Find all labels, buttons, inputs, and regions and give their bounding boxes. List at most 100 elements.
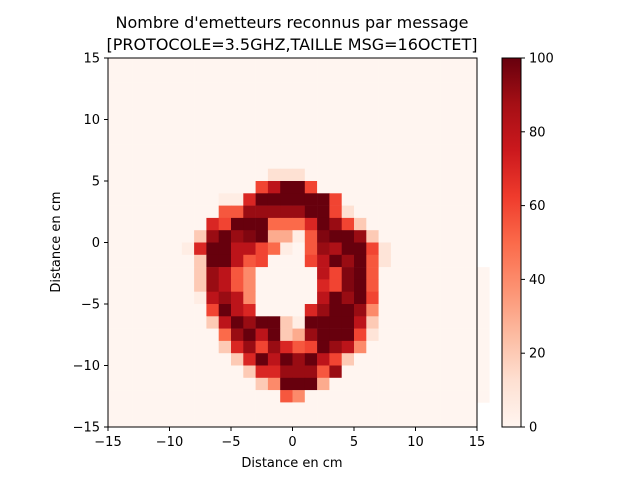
heatmap-cell — [354, 242, 367, 256]
plot-frame — [107, 57, 478, 428]
heatmap-cell — [194, 390, 207, 403]
heatmap-cell — [231, 217, 244, 231]
heatmap-cell — [440, 193, 453, 206]
heatmap-cell — [378, 279, 392, 292]
heatmap-cell — [255, 377, 269, 391]
heatmap-cell — [194, 242, 207, 256]
heatmap-cell — [243, 144, 256, 157]
heatmap-cell — [255, 353, 269, 366]
heatmap-cell — [390, 131, 404, 145]
heatmap-cell — [206, 94, 219, 108]
heatmap-cell — [354, 402, 367, 415]
heatmap-cell — [378, 217, 392, 231]
heatmap-cell — [280, 414, 293, 428]
heatmap-cell — [132, 119, 146, 133]
heatmap-cell — [329, 414, 342, 428]
heatmap-cell — [144, 328, 158, 342]
heatmap-cell — [108, 316, 121, 329]
heatmap-cell — [452, 340, 465, 354]
heatmap-cell — [218, 402, 232, 415]
heatmap-cell — [194, 119, 207, 133]
heatmap-cell — [218, 377, 232, 391]
heatmap-cell — [206, 156, 219, 169]
heatmap-cell — [206, 181, 219, 194]
heatmap-cell — [120, 304, 133, 317]
heatmap-cell — [390, 144, 404, 157]
heatmap-cell — [181, 70, 195, 83]
heatmap-cell — [218, 230, 232, 243]
heatmap-cell — [354, 119, 367, 133]
heatmap-cell — [157, 316, 170, 329]
heatmap-cell — [132, 328, 146, 342]
heatmap-cell — [243, 365, 256, 379]
heatmap-cell — [403, 402, 416, 415]
heatmap-cell — [231, 70, 244, 83]
heatmap-cell — [329, 144, 342, 157]
heatmap-cell — [267, 328, 281, 342]
heatmap-cell — [108, 168, 121, 182]
heatmap-cell — [354, 58, 367, 71]
heatmap-cell — [280, 254, 293, 268]
heatmap-cell — [267, 230, 281, 243]
heatmap-cell — [366, 402, 379, 415]
heatmap-cell — [132, 304, 146, 317]
heatmap-cell — [341, 390, 355, 403]
heatmap-cell — [169, 279, 183, 292]
heatmap-cell — [169, 82, 183, 96]
heatmap-cell — [169, 70, 183, 83]
heatmap-cell — [477, 328, 490, 342]
heatmap-cell — [194, 279, 207, 292]
heatmap-cell — [390, 365, 404, 379]
heatmap-cell — [329, 316, 342, 329]
heatmap-cell — [267, 340, 281, 354]
heatmap-cell — [354, 168, 367, 182]
heatmap-cell — [181, 131, 195, 145]
heatmap-cell — [317, 304, 330, 317]
heatmap-cell — [267, 267, 281, 280]
heatmap-cell — [378, 205, 392, 219]
heatmap-cell — [378, 144, 392, 157]
heatmap-cell — [120, 70, 133, 83]
heatmap-cell — [206, 242, 219, 256]
heatmap-cell — [157, 94, 170, 108]
heatmap-cell — [354, 328, 367, 342]
heatmap-cell — [304, 242, 318, 256]
heatmap-cell — [292, 94, 306, 108]
heatmap-cell — [194, 414, 207, 428]
heatmap-cell — [415, 70, 429, 83]
heatmap-cell — [464, 230, 478, 243]
heatmap-cell — [218, 304, 232, 317]
heatmap-cell — [427, 279, 441, 292]
heatmap-cell — [452, 144, 465, 157]
heatmap-cell — [267, 304, 281, 317]
heatmap-cell — [415, 131, 429, 145]
heatmap-cell — [304, 119, 318, 133]
heatmap-cell — [403, 377, 416, 391]
heatmap-cell — [144, 267, 158, 280]
heatmap-cell — [452, 267, 465, 280]
heatmap-cell — [452, 107, 465, 120]
heatmap-cell — [440, 230, 453, 243]
heatmap-cell — [317, 193, 330, 206]
heatmap-cell — [440, 107, 453, 120]
heatmap-cell — [427, 402, 441, 415]
heatmap-cell — [169, 242, 183, 256]
heatmap-cell — [464, 144, 478, 157]
heatmap-cell — [218, 94, 232, 108]
heatmap-cell — [157, 168, 170, 182]
heatmap-cell — [108, 390, 121, 403]
heatmap-cell — [243, 156, 256, 169]
heatmap-cell — [477, 291, 490, 305]
heatmap-cell — [427, 230, 441, 243]
heatmap-cell — [144, 242, 158, 256]
heatmap-cell — [218, 119, 232, 133]
heatmap-cell — [231, 254, 244, 268]
heatmap-cell — [144, 94, 158, 108]
heatmap-cell — [108, 242, 121, 256]
heatmap-cell — [354, 267, 367, 280]
heatmap-cell — [304, 193, 318, 206]
heatmap-cell — [280, 291, 293, 305]
heatmap-cell — [427, 291, 441, 305]
heatmap-cell — [181, 205, 195, 219]
heatmap-cell — [415, 267, 429, 280]
